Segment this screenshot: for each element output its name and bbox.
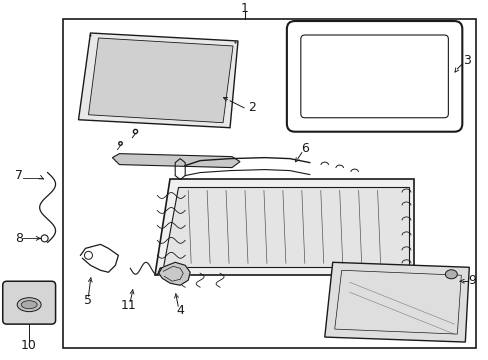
Polygon shape xyxy=(163,186,408,267)
Text: 8: 8 xyxy=(15,232,22,245)
Ellipse shape xyxy=(445,270,456,279)
Text: 4: 4 xyxy=(176,303,184,317)
Polygon shape xyxy=(158,262,190,285)
Text: 5: 5 xyxy=(84,294,92,307)
FancyBboxPatch shape xyxy=(286,21,461,132)
Ellipse shape xyxy=(21,301,37,309)
FancyBboxPatch shape xyxy=(300,35,447,118)
Text: 10: 10 xyxy=(20,338,37,352)
Text: 1: 1 xyxy=(241,1,248,15)
FancyBboxPatch shape xyxy=(3,281,56,324)
Text: 11: 11 xyxy=(120,299,136,312)
Bar xyxy=(62,19,475,348)
Text: 7: 7 xyxy=(15,169,22,182)
Polygon shape xyxy=(79,33,238,128)
Polygon shape xyxy=(112,154,240,168)
Ellipse shape xyxy=(17,298,41,312)
Text: 9: 9 xyxy=(468,274,475,287)
Text: 6: 6 xyxy=(300,142,308,155)
Polygon shape xyxy=(324,262,468,342)
Text: 2: 2 xyxy=(247,101,255,114)
Polygon shape xyxy=(155,179,414,275)
Text: 3: 3 xyxy=(463,54,470,67)
Polygon shape xyxy=(88,38,233,123)
